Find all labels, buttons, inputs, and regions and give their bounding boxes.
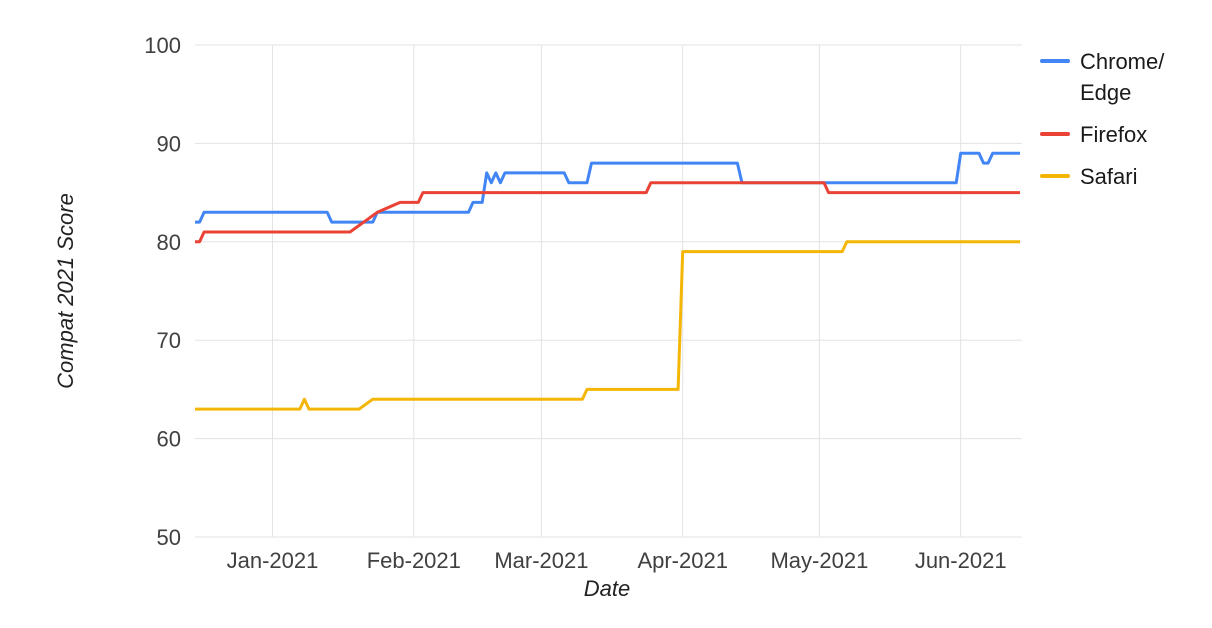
y-tick-label: 60 <box>157 427 181 452</box>
x-axis-title: Date <box>583 576 631 601</box>
legend-swatch-safari <box>1040 174 1070 178</box>
legend-label-firefox: Firefox <box>1080 122 1148 147</box>
x-tick-label: Jan-2021 <box>227 548 319 573</box>
legend-swatch-firefox <box>1040 132 1070 136</box>
legend-swatch-chrome-edge <box>1040 59 1070 63</box>
series-line-safari <box>195 240 1020 411</box>
series-line-chrome-edge <box>195 151 1020 224</box>
legend-item-chrome-edge: Chrome/Edge <box>1040 46 1164 108</box>
series-line-firefox <box>195 181 1020 244</box>
y-tick-label: 100 <box>144 33 181 58</box>
x-tick-label: May-2021 <box>770 548 868 573</box>
y-tick-label: 80 <box>157 230 181 255</box>
x-tick-label: Apr-2021 <box>637 548 728 573</box>
chart-legend: Chrome/Edge Firefox Safari <box>1040 46 1164 192</box>
y-tick-label: 50 <box>157 525 181 550</box>
legend-item-safari: Safari <box>1040 161 1164 192</box>
legend-label-safari: Safari <box>1080 164 1138 189</box>
x-tick-label: Mar-2021 <box>494 548 588 573</box>
legend-label-chrome-edge: Chrome/Edge <box>1080 49 1165 105</box>
y-axis-title: Compat 2021 Score <box>53 193 78 389</box>
y-tick-label: 90 <box>157 131 181 156</box>
legend-item-firefox: Firefox <box>1040 119 1164 150</box>
x-tick-label: Feb-2021 <box>367 548 461 573</box>
y-tick-label: 70 <box>157 328 181 353</box>
x-tick-label: Jun-2021 <box>915 548 1007 573</box>
